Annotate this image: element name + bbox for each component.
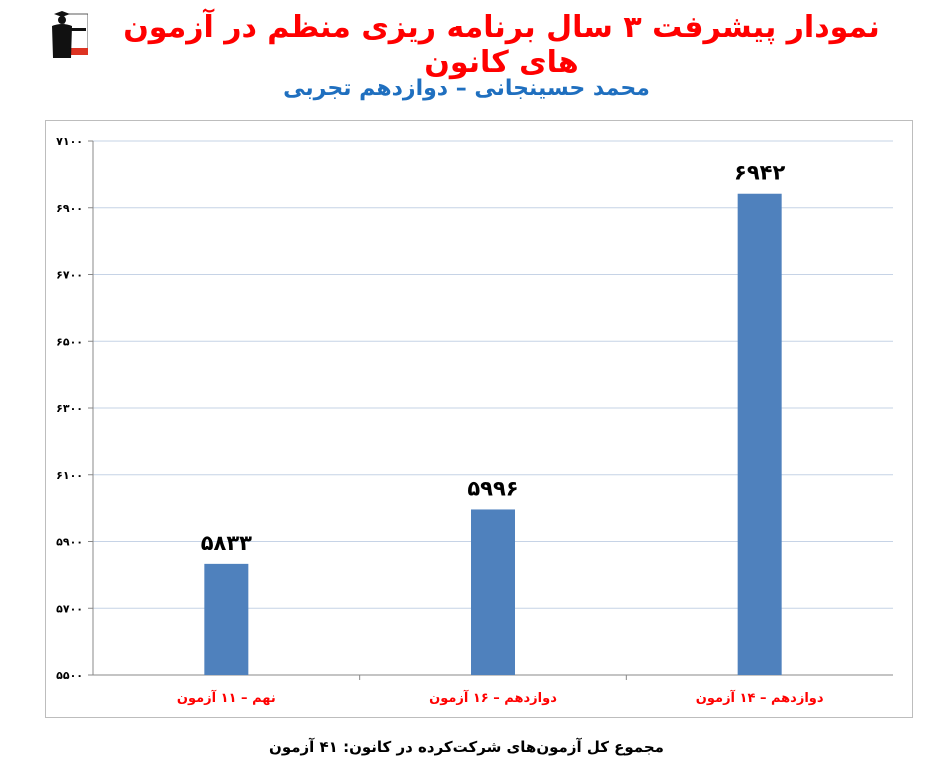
- y-tick-label: ۵۷۰۰: [56, 602, 83, 615]
- y-tick-label: ۷۱۰۰: [56, 135, 83, 148]
- y-tick-label: ۵۹۰۰: [56, 536, 83, 549]
- bar: [471, 509, 515, 675]
- y-tick-label: ۶۱۰۰: [56, 469, 83, 482]
- bar: [737, 193, 782, 676]
- bar: [204, 563, 249, 675]
- data-label: ۶۹۴۲: [734, 161, 785, 185]
- category-label: دوازدهم – ۱۴ آزمون: [696, 689, 824, 706]
- chart-subtitle: محمد حسینجانی – دوازدهم تجربی: [283, 76, 650, 101]
- category-label: دوازدهم – ۱۶ آزمون: [429, 689, 557, 706]
- y-tick-label: ۶۳۰۰: [56, 402, 83, 415]
- total-exams-footer: مجموع کل آزمون‌های شرکت‌کرده در کانون: ۴…: [269, 738, 664, 756]
- y-tick-label: ۶۷۰۰: [56, 269, 83, 282]
- y-tick-label: ۶۵۰۰: [56, 335, 83, 348]
- data-label: ۵۹۹۶: [467, 476, 518, 500]
- chart-title: نمودار پیشرفت ۳ سال برنامه ریزی منظم در …: [123, 10, 880, 80]
- kanoon-logo: [52, 11, 88, 58]
- category-label: نهم – ۱۱ آزمون: [177, 689, 276, 706]
- y-tick-label: ۵۵۰۰: [56, 669, 83, 682]
- chart-frame: [45, 120, 913, 718]
- data-label: ۵۸۳۳: [201, 531, 252, 555]
- y-tick-label: ۶۹۰۰: [56, 202, 83, 215]
